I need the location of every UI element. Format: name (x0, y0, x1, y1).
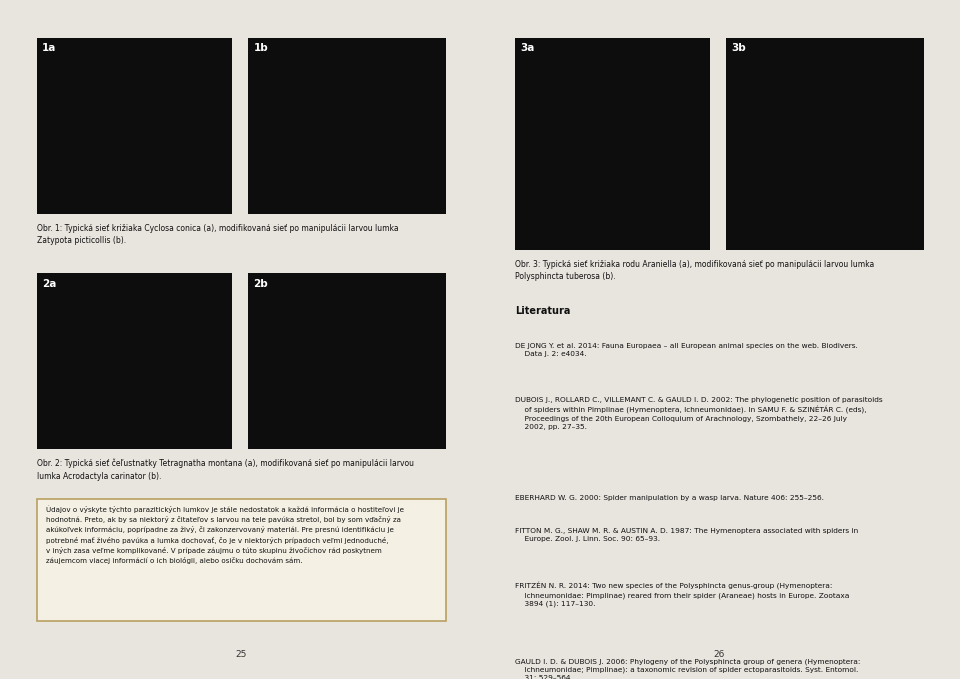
Bar (515, 38, 709, 250)
Text: 3a: 3a (520, 43, 535, 53)
Text: DUBOIS J., ROLLARD C., VILLEMANT C. & GAULD I. D. 2002: The phylogenetic positio: DUBOIS J., ROLLARD C., VILLEMANT C. & GA… (515, 397, 882, 430)
Text: Obr. 3: Typická sieť križiaka rodu Araniella (a), modifikovaná sieť po manipulác: Obr. 3: Typická sieť križiaka rodu Arani… (515, 260, 875, 282)
Text: 1b: 1b (253, 43, 268, 53)
Text: FITTON M. G., SHAW M. R. & AUSTIN A. D. 1987: The Hymenoptera associated with sp: FITTON M. G., SHAW M. R. & AUSTIN A. D. … (515, 528, 858, 542)
Bar (36, 273, 231, 449)
Bar (726, 38, 924, 250)
FancyBboxPatch shape (36, 498, 446, 621)
Text: Obr. 1: Typická sieť križiaka Cyclosa conica (a), modifikovaná sieť po manipulác: Obr. 1: Typická sieť križiaka Cyclosa co… (36, 223, 398, 245)
Text: Údajov o výskyte týchto parazitických lumkov je stále nedostatok a každá informá: Údajov o výskyte týchto parazitických lu… (46, 505, 404, 564)
Bar (248, 38, 446, 214)
Text: 26: 26 (713, 650, 725, 659)
Text: DE JONG Y. et al. 2014: Fauna Europaea – all European animal species on the web.: DE JONG Y. et al. 2014: Fauna Europaea –… (515, 343, 857, 356)
Bar (36, 38, 231, 214)
Text: GAULD I. D. & DUBOIS J. 2006: Phylogeny of the Polysphincta group of genera (Hym: GAULD I. D. & DUBOIS J. 2006: Phylogeny … (515, 658, 860, 679)
Text: Literatura: Literatura (515, 306, 570, 316)
Bar (248, 273, 446, 449)
Text: 1a: 1a (42, 43, 57, 53)
Text: Obr. 2: Typická sieť čeľustnatky Tetragnatha montana (a), modifikovaná sieť po m: Obr. 2: Typická sieť čeľustnatky Tetragn… (36, 459, 414, 481)
Text: 2a: 2a (42, 278, 57, 289)
Text: EBERHARD W. G. 2000: Spider manipulation by a wasp larva. Nature 406: 255–256.: EBERHARD W. G. 2000: Spider manipulation… (515, 495, 824, 501)
Text: 25: 25 (235, 650, 247, 659)
Text: FRITZÉN N. R. 2014: Two new species of the Polysphincta genus-group (Hymenoptera: FRITZÉN N. R. 2014: Two new species of t… (515, 582, 850, 607)
Text: 2b: 2b (253, 278, 268, 289)
Text: 3b: 3b (732, 43, 746, 53)
